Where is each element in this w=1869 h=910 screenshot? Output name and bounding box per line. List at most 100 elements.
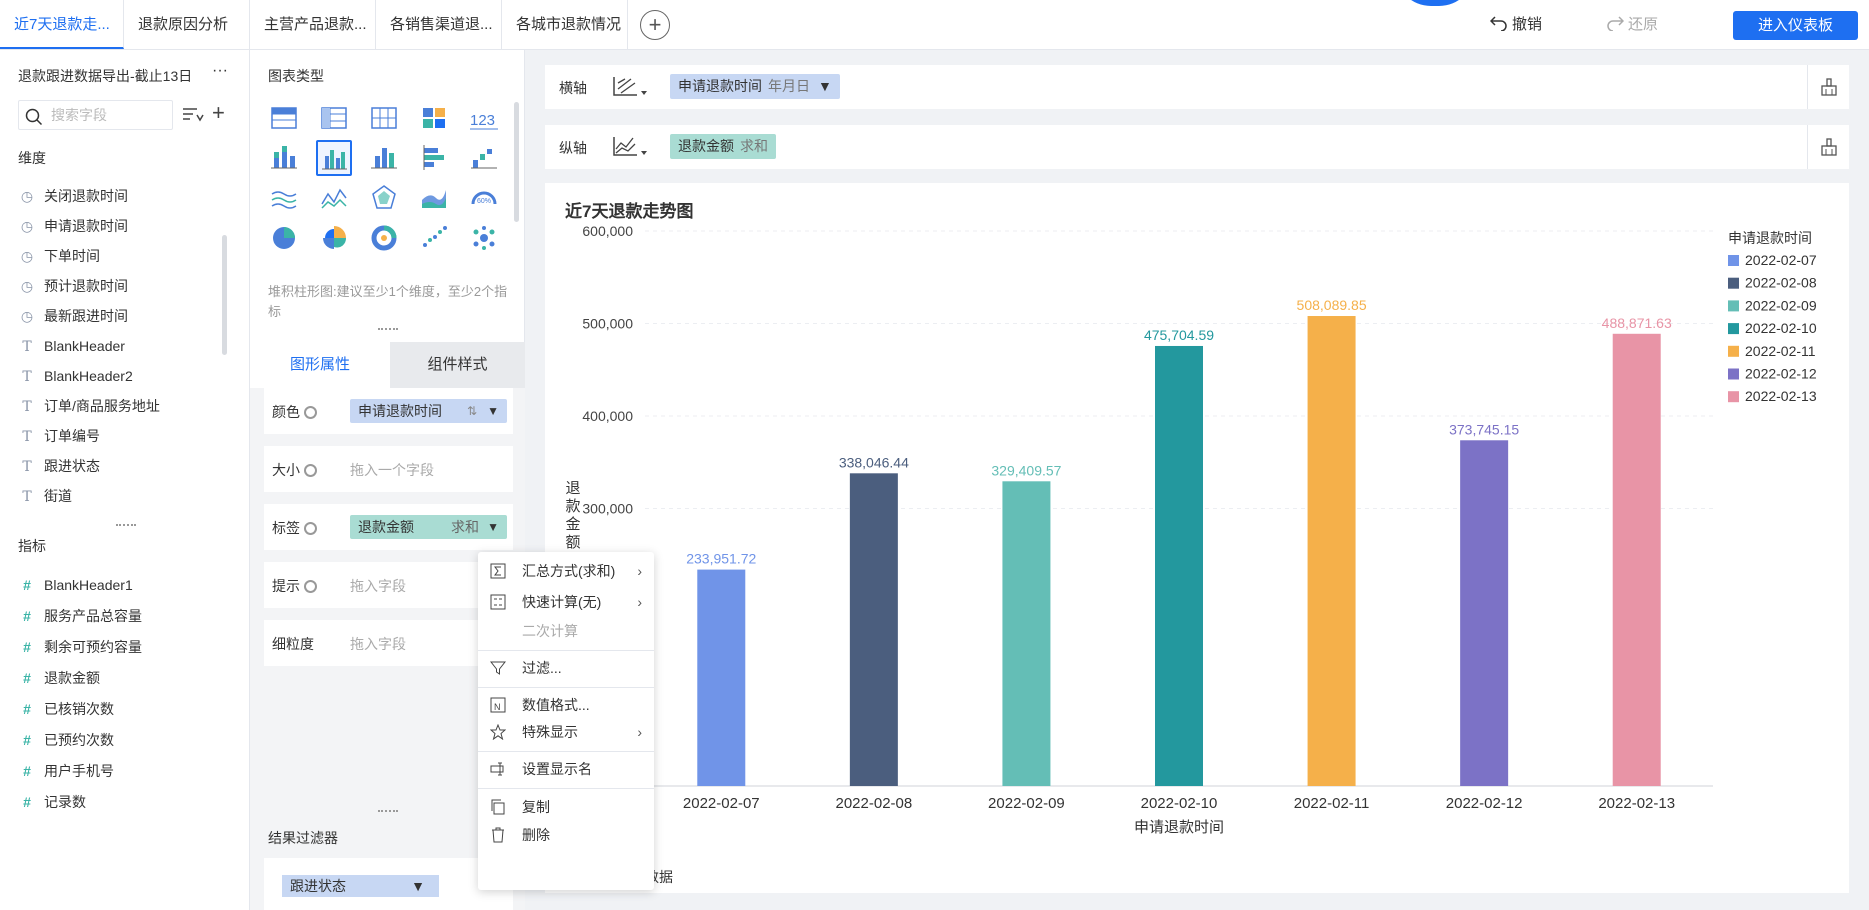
resize-handle[interactable] [116,524,136,528]
more-icon[interactable]: ··· [212,62,228,79]
dimension-field[interactable]: ◷ 预计退款时间 [18,274,128,298]
tab-refund-trend[interactable]: 近7天退款走... [0,0,124,49]
chart-type-scrollbar[interactable] [514,102,519,222]
menu-item-delete[interactable]: 删除 [478,820,654,850]
dimension-field[interactable]: T BlankHeader2 [18,364,132,388]
measure-field[interactable]: # 剩余可预约容量 [18,635,142,659]
dimension-field[interactable]: ◷ 最新跟进时间 [18,304,128,328]
menu-item-number-format[interactable]: N 数值格式... [478,690,654,720]
dimension-field[interactable]: ◷ 申请退款时间 [18,214,128,238]
legend-label: 2022-02-07 [1745,252,1817,268]
properties-body: 颜色 申请退款时间 ⇅ ▼ 大小 拖入一个字段 标签 退款金额 求和 ▼ 提示 拖入字段… [250,388,525,910]
rose-chart-icon[interactable] [316,220,352,256]
menu-item-display-name[interactable]: 设置显示名 [478,754,654,784]
menu-item-copy[interactable]: 复制 [478,792,654,822]
color-field-pill[interactable]: 申请退款时间 ⇅ ▼ [350,399,507,423]
gear-icon[interactable] [304,522,317,535]
gear-icon[interactable] [304,464,317,477]
field-label: 订单/商品服务地址 [44,398,160,414]
bar-chart-icon[interactable] [366,140,402,176]
kpi-number-icon[interactable]: 123 [466,100,502,136]
tab-main-product[interactable]: 主营产品退款... [250,0,376,49]
dimension-field[interactable]: ◷ 关闭退款时间 [18,184,128,208]
gear-icon[interactable] [304,580,317,593]
search-input[interactable] [51,105,169,125]
table-icon[interactable] [266,100,302,136]
pill-label: 申请退款时间 [358,403,442,419]
measure-field[interactable]: # 服务产品总容量 [18,604,142,628]
tag-field-pill[interactable]: 退款金额 求和 ▼ [350,515,507,539]
broom-icon [1821,138,1837,156]
tab-component-style[interactable]: 组件样式 [390,342,525,388]
measure-field[interactable]: # 已核销次数 [18,697,114,721]
legend-swatch [1728,255,1739,266]
menu-item-summary[interactable]: 汇总方式(求和) › [478,556,654,586]
redo-button[interactable]: 还原 [1606,0,1658,49]
result-filter-pill[interactable]: 跟进状态 ▼ [282,875,439,897]
sort-icon[interactable] [182,106,204,124]
multi-line-icon[interactable] [266,180,302,216]
measure-field[interactable]: # 记录数 [18,790,86,814]
dimension-field[interactable]: T 订单编号 [18,424,100,448]
dropdown-icon[interactable]: ▼ [487,520,499,534]
menu-separator [478,687,654,688]
line-chart-icon[interactable] [316,180,352,216]
granularity-drop-zone[interactable]: 拖入字段 [350,636,406,652]
resize-handle[interactable] [378,328,398,332]
data-label: 373,745.15 [1449,421,1519,437]
dimension-field[interactable]: T 跟进状态 [18,454,100,478]
gauge-icon[interactable]: 60% [466,180,502,216]
tab-refund-reason[interactable]: 退款原因分析 [124,0,250,49]
text-type-icon: T [22,399,32,415]
dimension-field[interactable]: ◷ 下单时间 [18,244,100,268]
x-tick-label: 2022-02-08 [835,795,912,812]
field-label: 街道 [44,488,72,504]
radar-chart-icon[interactable] [366,180,402,216]
tab-city[interactable]: 各城市退款情况 [502,0,628,49]
donut-chart-icon[interactable] [366,220,402,256]
pie-chart-icon[interactable] [266,220,302,256]
x-axis-settings[interactable] [1807,65,1849,109]
menu-item-filter[interactable]: 过滤... [478,653,654,683]
scatter-chart-icon[interactable] [416,220,452,256]
gear-icon[interactable] [304,406,317,419]
add-field-icon[interactable]: + [212,100,225,125]
tab-sales-channel[interactable]: 各销售渠道退... [376,0,502,49]
cross-table-icon[interactable] [316,100,352,136]
size-drop-zone[interactable]: 拖入一个字段 [350,462,434,478]
horizontal-bar-icon[interactable] [416,140,452,176]
stacked-bar-icon[interactable] [266,140,302,176]
measure-field[interactable]: # 退款金额 [18,666,100,690]
dimension-field[interactable]: T 订单/商品服务地址 [18,394,160,418]
axis-type-icon[interactable] [611,73,651,101]
resize-handle[interactable] [378,810,398,814]
x-axis-field-pill[interactable]: 申请退款时间 年月日 ▼ [670,74,840,99]
dimension-scrollbar[interactable] [222,235,227,355]
menu-item-quick-calc[interactable]: 快速计算(无) › [478,587,654,617]
tab-graph-properties[interactable]: 图形属性 [250,342,390,388]
detail-table-icon[interactable] [366,100,402,136]
heatmap-icon[interactable] [416,100,452,136]
axis-type-icon[interactable] [611,133,651,161]
area-chart-icon[interactable] [416,180,452,216]
clock-icon: ◷ [20,278,34,294]
undo-button[interactable]: 撤销 [1489,0,1542,49]
measure-field[interactable]: # 已预约次数 [18,728,114,752]
field-label: 跟进状态 [44,458,100,474]
grouped-bar-icon[interactable] [316,140,352,176]
menu-item-special-display[interactable]: 特殊显示 › [478,717,654,747]
tooltip-drop-zone[interactable]: 拖入字段 [350,578,406,594]
waterfall-icon[interactable] [466,140,502,176]
add-tab-button[interactable]: + [640,10,670,40]
y-axis-settings[interactable] [1807,125,1849,169]
dimension-field[interactable]: T 街道 [18,484,72,508]
top-bar: 近7天退款走... 退款原因分析 主营产品退款... 各销售渠道退... 各城市… [0,0,1869,50]
bubble-chart-icon[interactable] [466,220,502,256]
enter-dashboard-button[interactable]: 进入仪表板 [1733,11,1858,40]
measure-field[interactable]: # BlankHeader1 [18,573,133,597]
menu-label: 数值格式... [522,697,590,713]
y-axis-field-pill[interactable]: 退款金额 求和 [670,134,776,159]
dimension-field[interactable]: T BlankHeader [18,334,125,358]
granularity-label: 细粒度 [272,636,314,652]
measure-field[interactable]: # 用户手机号 [18,759,114,783]
